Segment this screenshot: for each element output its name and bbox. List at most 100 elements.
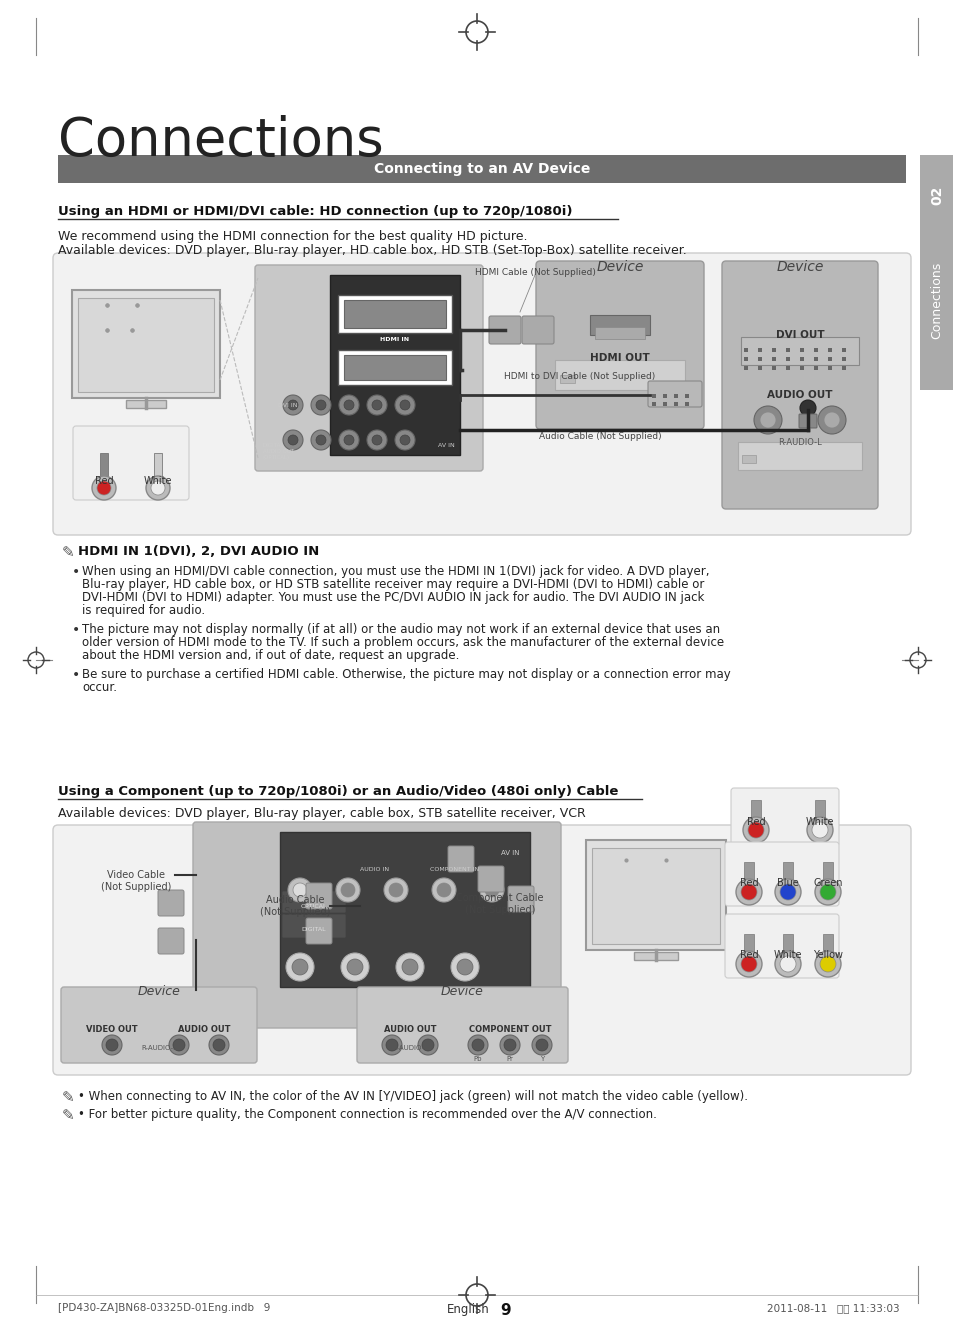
Circle shape <box>292 959 308 975</box>
Bar <box>743 863 753 882</box>
Text: AUDIO IN: AUDIO IN <box>360 867 389 872</box>
Circle shape <box>395 395 415 415</box>
Circle shape <box>389 882 402 897</box>
Text: R-AUDIO-L: R-AUDIO-L <box>778 439 821 446</box>
Text: 2011-08-11   吿吿 11:33:03: 2011-08-11 吿吿 11:33:03 <box>766 1303 899 1313</box>
Text: DVI IN: DVI IN <box>277 403 297 408</box>
Text: HDMI OUT: HDMI OUT <box>590 353 649 363</box>
Circle shape <box>735 878 761 905</box>
Circle shape <box>421 1040 434 1052</box>
Text: Red: Red <box>739 950 758 960</box>
Text: Device: Device <box>440 985 483 997</box>
Circle shape <box>288 435 297 445</box>
Text: AV IN: AV IN <box>500 849 518 856</box>
Circle shape <box>97 481 111 495</box>
FancyBboxPatch shape <box>507 886 534 911</box>
Text: Y: Y <box>539 1055 543 1062</box>
Circle shape <box>536 1040 547 1052</box>
Bar <box>589 314 649 336</box>
Circle shape <box>774 878 801 905</box>
Bar <box>153 453 162 478</box>
Text: White: White <box>805 816 833 827</box>
Circle shape <box>151 481 165 495</box>
Circle shape <box>432 878 456 902</box>
Circle shape <box>806 816 832 843</box>
Bar <box>771 347 775 351</box>
Bar <box>634 952 678 960</box>
Circle shape <box>340 952 369 982</box>
FancyBboxPatch shape <box>585 840 725 950</box>
Circle shape <box>823 412 840 428</box>
Circle shape <box>347 959 363 975</box>
Circle shape <box>381 1034 401 1055</box>
FancyBboxPatch shape <box>356 987 567 1063</box>
Bar <box>841 347 845 351</box>
Bar <box>782 863 792 882</box>
Bar <box>758 366 761 370</box>
Text: AUDIO OUT: AUDIO OUT <box>177 1025 230 1034</box>
Circle shape <box>315 400 326 410</box>
Circle shape <box>484 882 498 897</box>
Circle shape <box>338 395 358 415</box>
Circle shape <box>451 952 478 982</box>
Text: Using a Component (up to 720p/1080i) or an Audio/Video (480i only) Cable: Using a Component (up to 720p/1080i) or … <box>58 785 618 798</box>
Bar <box>800 357 803 361</box>
Bar <box>771 357 775 361</box>
Text: Connections: Connections <box>929 262 943 338</box>
Circle shape <box>286 952 314 982</box>
Text: R-AUDIO-L: R-AUDIO-L <box>141 1045 177 1052</box>
Bar <box>785 347 789 351</box>
FancyBboxPatch shape <box>724 914 838 978</box>
Text: Yellow: Yellow <box>812 950 842 960</box>
Bar <box>785 366 789 370</box>
Circle shape <box>367 395 387 415</box>
Text: • When connecting to AV IN, the color of the AV IN [Y/VIDEO] jack (green) will n: • When connecting to AV IN, the color of… <box>78 1090 747 1103</box>
Circle shape <box>102 1034 122 1055</box>
Circle shape <box>468 1034 488 1055</box>
Text: Using an HDMI or HDMI/DVI cable: HD connection (up to 720p/1080i): Using an HDMI or HDMI/DVI cable: HD conn… <box>58 205 572 218</box>
Circle shape <box>106 1040 118 1052</box>
Text: COMPONENT OUT: COMPONENT OUT <box>468 1025 551 1034</box>
Circle shape <box>747 822 763 838</box>
Text: occur.: occur. <box>82 682 117 694</box>
Bar <box>822 934 832 954</box>
Circle shape <box>740 884 757 900</box>
Text: The picture may not display normally (if at all) or the audio may not work if an: The picture may not display normally (if… <box>82 624 720 635</box>
Circle shape <box>399 435 410 445</box>
Bar <box>771 366 775 370</box>
FancyBboxPatch shape <box>536 262 703 429</box>
Circle shape <box>283 395 303 415</box>
Text: DIGITAL
AUDIO OUT
(OPTICAL): DIGITAL AUDIO OUT (OPTICAL) <box>263 443 294 460</box>
Bar <box>813 366 817 370</box>
Bar <box>673 402 678 406</box>
Text: DVI OUT: DVI OUT <box>775 330 823 339</box>
Bar <box>78 299 213 392</box>
Circle shape <box>499 1034 519 1055</box>
Bar <box>337 295 452 333</box>
FancyBboxPatch shape <box>53 826 910 1075</box>
Bar <box>822 863 832 882</box>
Text: Pb: Pb <box>474 1055 482 1062</box>
Bar <box>919 155 953 390</box>
Text: Video Cable
(Not Supplied): Video Cable (Not Supplied) <box>101 871 171 892</box>
Text: [PD430-ZA]BN68-03325D-01Eng.indb   9: [PD430-ZA]BN68-03325D-01Eng.indb 9 <box>58 1303 270 1313</box>
FancyBboxPatch shape <box>193 822 560 1028</box>
Text: •: • <box>71 565 80 579</box>
Text: HDMI to DVI Cable (Not Supplied): HDMI to DVI Cable (Not Supplied) <box>504 373 655 380</box>
FancyBboxPatch shape <box>282 890 346 913</box>
Text: Pr: Pr <box>506 1055 513 1062</box>
Circle shape <box>372 435 381 445</box>
Circle shape <box>311 431 331 450</box>
Bar <box>827 347 831 351</box>
Circle shape <box>209 1034 229 1055</box>
Bar <box>126 400 166 408</box>
FancyBboxPatch shape <box>330 275 459 454</box>
Circle shape <box>753 406 781 435</box>
FancyBboxPatch shape <box>254 266 482 472</box>
Text: 02: 02 <box>929 185 943 205</box>
Bar <box>740 337 858 365</box>
Bar <box>785 357 789 361</box>
Circle shape <box>169 1034 189 1055</box>
Text: Green: Green <box>812 878 841 888</box>
FancyBboxPatch shape <box>61 987 256 1063</box>
